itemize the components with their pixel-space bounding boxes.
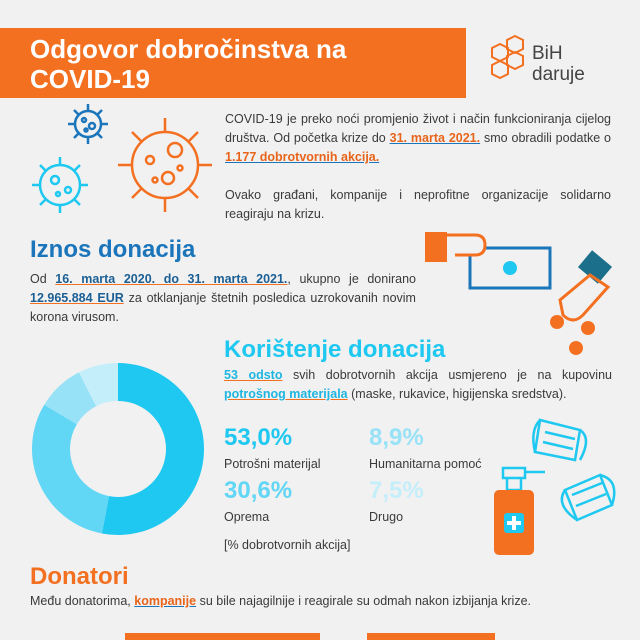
section-heading: Iznos donacija <box>30 236 196 263</box>
donation-icon <box>425 232 613 355</box>
stat-label: Drugo <box>369 510 404 524</box>
highlight: 53 odsto <box>224 368 283 382</box>
donut-slice <box>101 363 205 535</box>
highlight: 16. marta 2020. do 31. marta 2021. <box>55 272 288 286</box>
button-shape <box>125 633 320 640</box>
text: su bile najagilnije i reagirale su odmah… <box>199 594 532 608</box>
button-shape <box>367 633 495 640</box>
donations-paragraph: Od 16. marta 2020. do 31. marta 2021., u… <box>30 270 416 327</box>
donut-chart <box>32 363 205 535</box>
text: Od <box>30 272 47 286</box>
stat-label: Oprema <box>224 510 270 524</box>
stat-label: Humanitarna pomoć <box>369 457 482 471</box>
text: , ukupno je donirano <box>287 272 416 286</box>
page-title: Odgovor dobročinstva na COVID-19 <box>30 34 347 94</box>
donut-slice <box>78 363 118 407</box>
logo-icon <box>491 34 524 80</box>
stat-value: 7,5% <box>369 477 424 504</box>
logo-line: daruje <box>532 64 585 85</box>
text: COVID-19 je preko noći promjenio život i… <box>225 112 611 145</box>
stat-value: 53,0% <box>224 424 293 451</box>
logo-text: BiH daruje <box>532 43 585 85</box>
highlight: 12.965.884 EUR <box>30 291 124 305</box>
highlight: potrošnog materijala <box>224 387 348 401</box>
text: Među donatorima, <box>30 594 131 608</box>
section-heading: Korištenje donacija <box>224 336 446 363</box>
header-bar <box>0 28 466 98</box>
intro-paragraph: Ovako građani, kompanije i neprofitne or… <box>225 188 611 221</box>
highlight: 31. marta 2021. <box>389 131 481 145</box>
text: za otklanjanje štetnih posledica uzrokov… <box>30 291 416 324</box>
logo-line: BiH <box>532 43 563 64</box>
chart-note: [% dobrotvornih akcija] <box>224 538 351 552</box>
stat-label: Potrošni materijal <box>224 457 321 471</box>
intro-paragraph: COVID-19 je preko noći promjenio život i… <box>225 110 611 167</box>
hygiene-icons <box>494 418 616 555</box>
text: svih dobrotvornih akcija usmjereno je na… <box>293 368 612 382</box>
virus-icons <box>32 104 212 213</box>
stat-value: 30,6% <box>224 477 293 504</box>
highlight: kompanije <box>134 594 197 608</box>
section-heading: Donatori <box>30 563 129 590</box>
donut-slice <box>44 372 97 425</box>
stat-value: 8,9% <box>369 424 424 451</box>
text: smo obradili podatke o <box>484 131 611 145</box>
usage-paragraph: 53 odsto svih dobrotvornih akcija usmjer… <box>224 366 612 404</box>
text: (maske, rukavice, higijenska sredstva). <box>351 387 567 401</box>
donors-paragraph: Među donatorima, kompanije su bile najag… <box>30 592 630 611</box>
donut-slice <box>32 404 110 534</box>
highlight: 1.177 dobrotvornih akcija. <box>225 150 380 164</box>
